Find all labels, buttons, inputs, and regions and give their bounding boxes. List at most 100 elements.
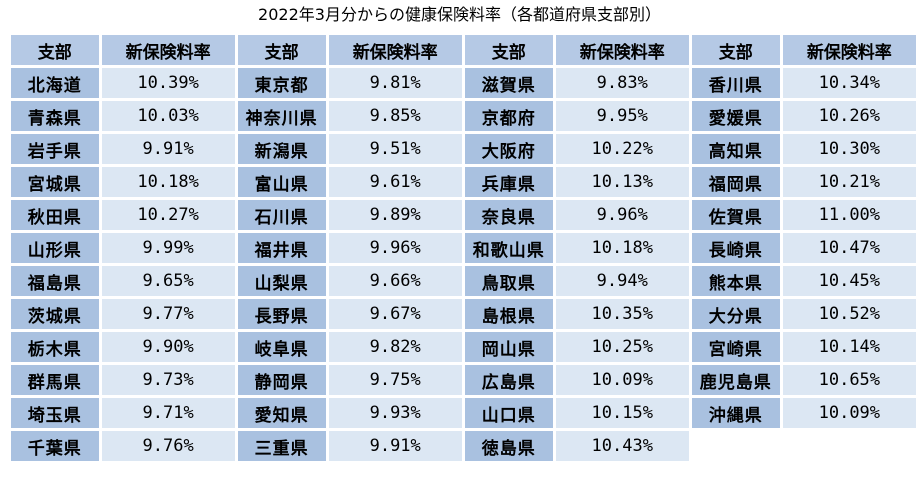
rate-value: 10.52% — [782, 299, 916, 329]
table-row: 福島県 9.65% 山梨県 9.66% 鳥取県 9.94% 熊本県 10.45% — [11, 266, 916, 296]
header-row: 支部 新保険料率 支部 新保険料率 支部 新保険料率 支部 新保険料率 — [11, 35, 916, 65]
rate-value: 9.89% — [328, 200, 462, 230]
table-row: 山形県 9.99% 福井県 9.96% 和歌山県 10.18% 長崎県 10.47% — [11, 233, 916, 263]
rate-value: 9.96% — [328, 233, 462, 263]
branch-name: 福井県 — [237, 233, 326, 263]
branch-name: 京都府 — [464, 101, 553, 131]
branch-name: 広島県 — [464, 365, 553, 395]
rate-value: 9.91% — [101, 134, 235, 164]
branch-name: 新潟県 — [237, 134, 326, 164]
branch-name: 愛知県 — [237, 398, 326, 428]
rate-value: 9.93% — [328, 398, 462, 428]
rate-value: 10.22% — [555, 134, 689, 164]
rate-value: 10.03% — [101, 101, 235, 131]
branch-name: 長野県 — [237, 299, 326, 329]
branch-name: 神奈川県 — [237, 101, 326, 131]
empty-cell — [691, 431, 780, 461]
table-row: 茨城県 9.77% 長野県 9.67% 島根県 10.35% 大分県 10.52% — [11, 299, 916, 329]
branch-name: 香川県 — [691, 68, 780, 98]
branch-name: 島根県 — [464, 299, 553, 329]
branch-name: 山梨県 — [237, 266, 326, 296]
rate-table-body: 北海道 10.39% 東京都 9.81% 滋賀県 9.83% 香川県 10.34% 青森県 10.… — [11, 68, 916, 461]
rate-value: 9.75% — [328, 365, 462, 395]
branch-name: 福岡県 — [691, 167, 780, 197]
rate-value: 9.91% — [328, 431, 462, 461]
table-row: 埼玉県 9.71% 愛知県 9.93% 山口県 10.15% 沖縄県 10.09% — [11, 398, 916, 428]
rate-value: 11.00% — [782, 200, 916, 230]
rate-value: 10.43% — [555, 431, 689, 461]
branch-name: 千葉県 — [11, 431, 99, 461]
table-row: 北海道 10.39% 東京都 9.81% 滋賀県 9.83% 香川県 10.34% — [11, 68, 916, 98]
rate-value: 9.83% — [555, 68, 689, 98]
branch-name: 岐阜県 — [237, 332, 326, 362]
header-rate: 新保険料率 — [328, 35, 462, 65]
rate-value: 9.90% — [101, 332, 235, 362]
branch-name: 福島県 — [11, 266, 99, 296]
table-row: 栃木県 9.90% 岐阜県 9.82% 岡山県 10.25% 宮崎県 10.14% — [11, 332, 916, 362]
branch-name: 石川県 — [237, 200, 326, 230]
branch-name: 茨城県 — [11, 299, 99, 329]
rate-value: 10.27% — [101, 200, 235, 230]
table-row: 岩手県 9.91% 新潟県 9.51% 大阪府 10.22% 高知県 10.30% — [11, 134, 916, 164]
branch-name: 山口県 — [464, 398, 553, 428]
table-row: 青森県 10.03% 神奈川県 9.85% 京都府 9.95% 愛媛県 10.26% — [11, 101, 916, 131]
branch-name: 青森県 — [11, 101, 99, 131]
branch-name: 徳島県 — [464, 431, 553, 461]
rate-value: 9.73% — [101, 365, 235, 395]
branch-name: 愛媛県 — [691, 101, 780, 131]
rate-value: 10.30% — [782, 134, 916, 164]
rate-value: 10.34% — [782, 68, 916, 98]
rate-value: 10.14% — [782, 332, 916, 362]
rate-value: 10.26% — [782, 101, 916, 131]
rate-value: 9.66% — [328, 266, 462, 296]
branch-name: 宮城県 — [11, 167, 99, 197]
rate-value: 9.67% — [328, 299, 462, 329]
branch-name: 佐賀県 — [691, 200, 780, 230]
table-row: 群馬県 9.73% 静岡県 9.75% 広島県 10.09% 鹿児島県 10.65% — [11, 365, 916, 395]
branch-name: 群馬県 — [11, 365, 99, 395]
branch-name: 兵庫県 — [464, 167, 553, 197]
rate-value: 10.25% — [555, 332, 689, 362]
rate-value: 10.45% — [782, 266, 916, 296]
rate-value: 9.82% — [328, 332, 462, 362]
branch-name: 静岡県 — [237, 365, 326, 395]
table-row: 宮城県 10.18% 富山県 9.61% 兵庫県 10.13% 福岡県 10.21% — [11, 167, 916, 197]
rate-table: 支部 新保険料率 支部 新保険料率 支部 新保険料率 支部 新保険料率 北海道 1… — [8, 32, 919, 464]
rate-value: 9.76% — [101, 431, 235, 461]
rate-value: 10.35% — [555, 299, 689, 329]
rate-value: 9.65% — [101, 266, 235, 296]
branch-name: 高知県 — [691, 134, 780, 164]
branch-name: 宮崎県 — [691, 332, 780, 362]
header-rate: 新保険料率 — [101, 35, 235, 65]
branch-name: 熊本県 — [691, 266, 780, 296]
branch-name: 岩手県 — [11, 134, 99, 164]
rate-value: 9.95% — [555, 101, 689, 131]
table-row: 千葉県 9.76% 三重県 9.91% 徳島県 10.43% — [11, 431, 916, 461]
header-branch: 支部 — [691, 35, 780, 65]
rate-value: 10.15% — [555, 398, 689, 428]
branch-name: 大分県 — [691, 299, 780, 329]
branch-name: 沖縄県 — [691, 398, 780, 428]
branch-name: 山形県 — [11, 233, 99, 263]
rate-value: 9.96% — [555, 200, 689, 230]
branch-name: 東京都 — [237, 68, 326, 98]
header-branch: 支部 — [237, 35, 326, 65]
rate-value: 9.51% — [328, 134, 462, 164]
header-rate: 新保険料率 — [782, 35, 916, 65]
rate-value: 10.13% — [555, 167, 689, 197]
branch-name: 奈良県 — [464, 200, 553, 230]
branch-name: 埼玉県 — [11, 398, 99, 428]
rate-value: 10.09% — [782, 398, 916, 428]
rate-value: 10.39% — [101, 68, 235, 98]
rate-value: 10.09% — [555, 365, 689, 395]
header-branch: 支部 — [11, 35, 99, 65]
branch-name: 和歌山県 — [464, 233, 553, 263]
rate-value: 9.85% — [328, 101, 462, 131]
branch-name: 大阪府 — [464, 134, 553, 164]
rate-value: 10.18% — [555, 233, 689, 263]
rate-value: 10.21% — [782, 167, 916, 197]
branch-name: 滋賀県 — [464, 68, 553, 98]
header-branch: 支部 — [464, 35, 553, 65]
rate-value: 9.61% — [328, 167, 462, 197]
branch-name: 三重県 — [237, 431, 326, 461]
